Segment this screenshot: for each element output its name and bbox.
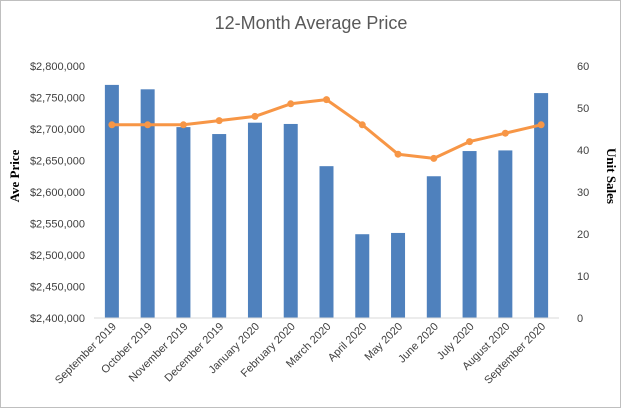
- unit-sales-point: [287, 100, 295, 108]
- left-axis-tick-label: $2,700,000: [30, 124, 85, 136]
- left-axis-ticks: $2,400,000 $2,450,000 $2,500,000 $2,550,000…: [30, 61, 85, 325]
- x-axis-label: September 2019: [53, 321, 119, 387]
- left-axis-tick-label: $2,400,000: [30, 313, 85, 325]
- x-axis-label: April 2020: [326, 321, 370, 365]
- unit-sales-point: [501, 129, 509, 137]
- right-axis-tick-label: 40: [577, 145, 589, 157]
- price-bar: [247, 122, 262, 318]
- price-bar: [391, 232, 406, 318]
- unit-sales-point: [394, 150, 402, 158]
- left-axis-tick-label: $2,650,000: [30, 156, 85, 168]
- left-axis-tick-label: $2,750,000: [30, 93, 85, 105]
- unit-sales-point: [430, 154, 438, 162]
- price-bar: [462, 151, 477, 318]
- chart-title: 12-Month Average Price: [215, 13, 408, 33]
- unit-sales-line: [111, 98, 542, 160]
- price-bar: [534, 93, 549, 318]
- bar-series: [104, 84, 549, 319]
- unit-sales-point: [108, 121, 116, 129]
- right-axis-tick-label: 10: [577, 271, 589, 283]
- right-axis-tick-label: 0: [577, 313, 583, 325]
- unit-sales-point: [537, 121, 545, 129]
- price-bar: [212, 134, 227, 318]
- unit-sales-point: [466, 138, 474, 146]
- left-axis-title: Ave Price: [7, 149, 22, 202]
- right-axis-tick-label: 20: [577, 229, 589, 241]
- price-bar: [498, 150, 513, 318]
- x-axis-label: September 2020: [482, 321, 548, 387]
- unit-sales-point: [144, 121, 152, 129]
- left-axis-tick-label: $2,550,000: [30, 219, 85, 231]
- price-bar: [355, 234, 370, 318]
- price-bar: [140, 89, 155, 318]
- price-bar: [176, 127, 191, 318]
- unit-sales-point: [358, 121, 366, 129]
- unit-sales-point: [251, 112, 259, 120]
- price-bar: [319, 166, 334, 318]
- unit-sales-point: [323, 96, 330, 104]
- unit-sales-point: [179, 121, 187, 129]
- right-axis-ticks: 0 10 20 30 40 50 60: [577, 61, 589, 325]
- right-axis-tick-label: 30: [577, 187, 589, 199]
- right-axis-title: Unit Sales: [604, 148, 619, 204]
- price-bar: [426, 176, 441, 318]
- unit-sales-points: [108, 96, 545, 162]
- left-axis-tick-label: $2,450,000: [30, 282, 85, 294]
- right-axis-tick-label: 60: [577, 61, 589, 73]
- left-axis-tick-label: $2,500,000: [30, 250, 85, 262]
- left-axis-tick-label: $2,800,000: [30, 61, 85, 73]
- left-axis-tick-label: $2,600,000: [30, 187, 85, 199]
- price-bar: [283, 123, 298, 319]
- right-axis-tick-label: 50: [577, 103, 589, 115]
- unit-sales-point: [215, 117, 223, 125]
- price-bar: [104, 84, 119, 319]
